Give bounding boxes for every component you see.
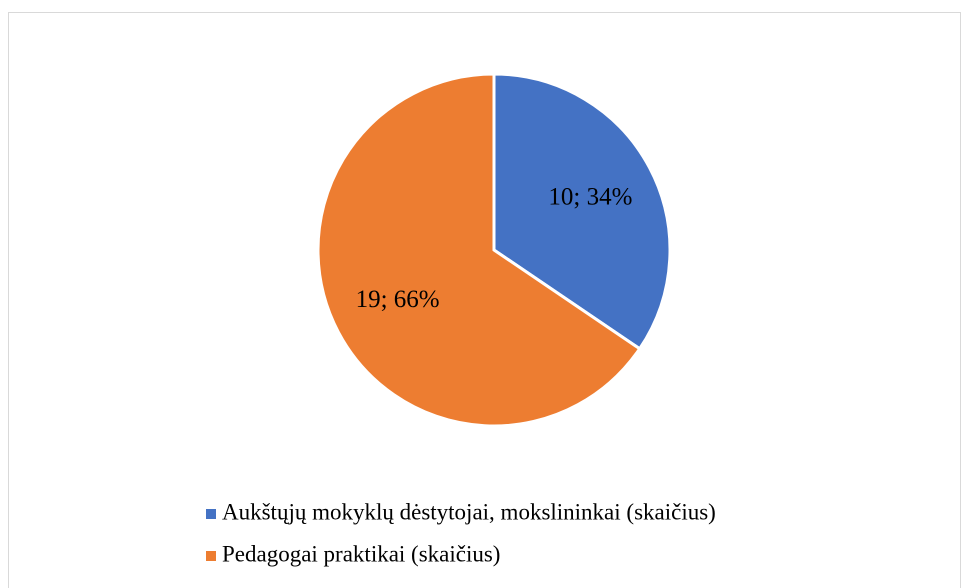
data-label: 19; 66% xyxy=(356,286,440,313)
legend-label: Pedagogai praktikai (skaičius) xyxy=(222,541,500,566)
data-label: 10; 34% xyxy=(548,184,632,211)
legend-label: Aukštųjų mokyklų dėstytojai, mokslininka… xyxy=(222,499,716,524)
legend-swatch xyxy=(206,551,216,561)
pie-slice xyxy=(492,72,672,351)
pie-slice xyxy=(316,72,642,428)
legend-swatch xyxy=(206,509,216,519)
